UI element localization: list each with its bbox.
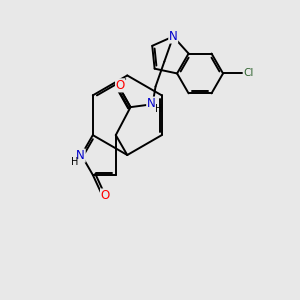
Text: O: O [116,79,125,92]
Text: O: O [100,189,110,202]
Text: N: N [147,97,155,110]
Text: Cl: Cl [244,68,254,78]
Text: H: H [71,158,79,167]
Text: H: H [155,103,163,114]
Text: N: N [169,30,178,43]
Text: N: N [76,149,85,162]
